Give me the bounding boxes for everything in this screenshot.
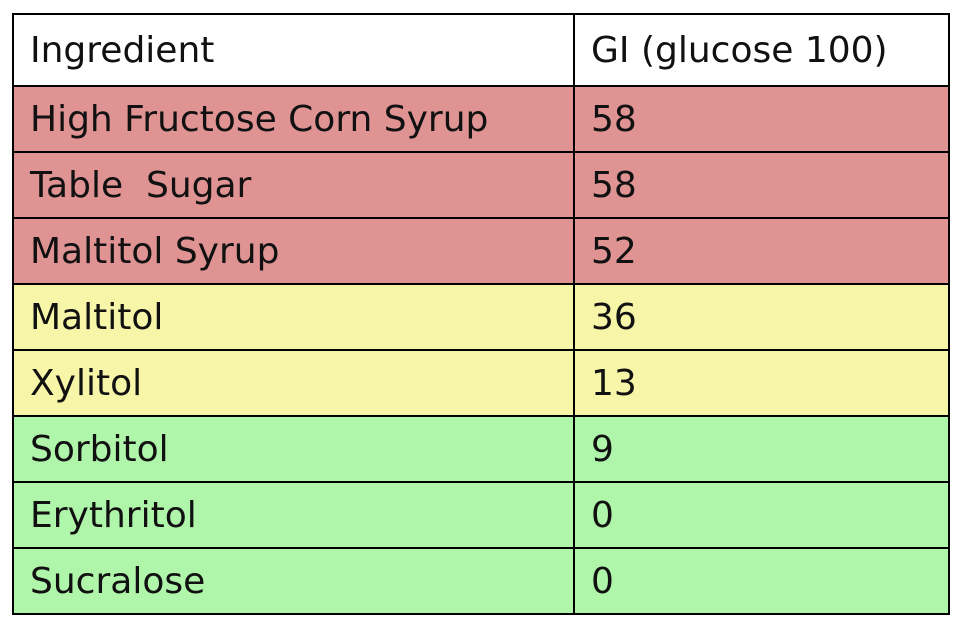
ingredient-cell: Table Sugar — [12, 151, 575, 219]
table-row: Maltitol Syrup 52 — [12, 217, 950, 285]
ingredient-cell: Erythritol — [12, 481, 575, 549]
table-row: High Fructose Corn Syrup 58 — [12, 85, 950, 153]
ingredient-cell: Maltitol — [12, 283, 575, 351]
table-row: Table Sugar 58 — [12, 151, 950, 219]
ingredient-cell: Xylitol — [12, 349, 575, 417]
table-row: Sucralose 0 — [12, 547, 950, 615]
header-cell: GI (glucose 100) — [573, 13, 950, 87]
gi-cell: 52 — [573, 217, 950, 285]
gi-cell: 9 — [573, 415, 950, 483]
ingredient-cell: Maltitol Syrup — [12, 217, 575, 285]
table-body: Ingredient GI (glucose 100) High Fructose … — [12, 13, 950, 615]
ingredient-cell: Sorbitol — [12, 415, 575, 483]
ingredient-cell: Sucralose — [12, 547, 575, 615]
gi-cell: 36 — [573, 283, 950, 351]
gi-cell: 0 — [573, 547, 950, 615]
table-row: Erythritol 0 — [12, 481, 950, 549]
gi-cell: 13 — [573, 349, 950, 417]
gi-cell: 0 — [573, 481, 950, 549]
table-row: Xylitol 13 — [12, 349, 950, 417]
ingredient-cell: High Fructose Corn Syrup — [12, 85, 575, 153]
gi-cell: 58 — [573, 151, 950, 219]
header-cell: Ingredient — [12, 13, 575, 87]
header-row: Ingredient GI (glucose 100) — [12, 13, 950, 87]
table-row: Maltitol 36 — [12, 283, 950, 351]
gi-cell: 58 — [573, 85, 950, 153]
table-row: Sorbitol 9 — [12, 415, 950, 483]
gi-table: Ingredient GI (glucose 100) High Fructose … — [12, 13, 950, 615]
